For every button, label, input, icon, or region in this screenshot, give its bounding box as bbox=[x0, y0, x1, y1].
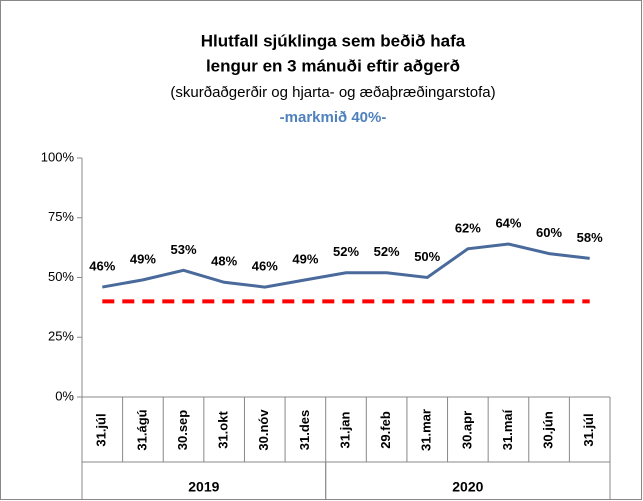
data-label: 62% bbox=[455, 220, 481, 235]
data-label: 46% bbox=[89, 258, 115, 273]
chart-subtitle: (skurðaðgerðir og hjarta- og æðaþræðinga… bbox=[170, 84, 495, 101]
data-label: 58% bbox=[577, 230, 603, 245]
x-tick-label: 30.nóv bbox=[256, 409, 271, 451]
data-line bbox=[102, 242, 590, 289]
x-tick-label: 31.okt bbox=[216, 411, 231, 449]
data-label: 50% bbox=[414, 249, 440, 264]
data-label: 60% bbox=[536, 225, 562, 240]
x-tick-label: 31.júl bbox=[581, 413, 596, 446]
x-tick-label: 30.sep bbox=[175, 410, 190, 451]
x-tick-label: 29.feb bbox=[378, 411, 393, 449]
x-tick-label: 31.des bbox=[297, 410, 312, 450]
goal-label: -markmið 40%- bbox=[280, 109, 387, 126]
y-tick-label: 75% bbox=[48, 209, 74, 224]
x-tick-label: 31.jan bbox=[337, 412, 352, 449]
x-tick-label: 30.apr bbox=[459, 411, 474, 449]
x-tick-label: 31.júl bbox=[94, 413, 109, 446]
group-label: 2019 bbox=[188, 479, 219, 495]
chart-title: lengur en 3 mánuði eftir aðgerð bbox=[206, 56, 460, 75]
group-label: 2020 bbox=[452, 479, 483, 495]
data-label: 64% bbox=[495, 215, 521, 230]
data-label: 46% bbox=[252, 258, 278, 273]
y-tick-label: 25% bbox=[48, 329, 74, 344]
y-tick-label: 50% bbox=[48, 269, 74, 284]
data-label: 53% bbox=[171, 242, 197, 257]
x-tick-label: 30.jún bbox=[541, 411, 556, 449]
x-tick-label: 31.maí bbox=[500, 409, 515, 450]
x-tick-label: 31.mar bbox=[419, 409, 434, 451]
y-tick-label: 100% bbox=[41, 149, 75, 164]
data-label: 52% bbox=[374, 244, 400, 259]
y-tick-label: 0% bbox=[55, 388, 74, 403]
data-label: 48% bbox=[211, 254, 237, 269]
chart-title: Hlutfall sjúklinga sem beðið hafa bbox=[201, 31, 466, 50]
x-tick-label: 31.ágú bbox=[134, 409, 149, 450]
data-label: 49% bbox=[292, 251, 318, 266]
data-label: 49% bbox=[130, 251, 156, 266]
data-label: 52% bbox=[333, 244, 359, 259]
